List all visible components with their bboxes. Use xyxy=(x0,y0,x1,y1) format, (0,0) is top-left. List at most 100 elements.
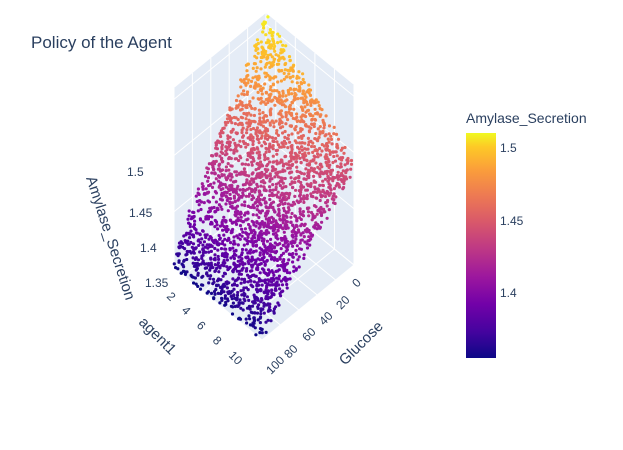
data-point xyxy=(205,291,209,295)
data-point xyxy=(252,321,256,325)
data-point xyxy=(180,262,184,266)
data-point xyxy=(273,287,278,291)
data-point xyxy=(251,139,255,143)
data-point xyxy=(227,281,231,285)
data-point xyxy=(324,153,328,157)
data-point xyxy=(298,207,302,211)
data-point xyxy=(321,179,325,183)
data-point xyxy=(179,240,183,244)
data-point xyxy=(238,224,243,228)
data-point xyxy=(232,220,236,224)
data-point xyxy=(255,56,259,60)
data-point xyxy=(204,187,208,191)
data-point xyxy=(291,255,295,259)
data-point xyxy=(303,222,307,226)
data-point xyxy=(211,154,215,158)
data-point xyxy=(246,217,250,221)
data-point xyxy=(276,175,280,179)
data-point xyxy=(258,197,262,202)
data-point xyxy=(266,162,270,166)
data-point xyxy=(281,221,285,225)
data-point xyxy=(310,118,314,122)
data-point xyxy=(319,170,323,174)
data-point xyxy=(247,261,251,266)
data-point xyxy=(257,130,261,134)
data-point xyxy=(234,143,238,147)
data-point xyxy=(205,271,209,275)
data-point xyxy=(332,187,336,191)
data-point xyxy=(305,246,310,250)
data-point xyxy=(288,87,292,91)
data-point xyxy=(262,153,267,157)
data-point xyxy=(315,111,319,115)
data-point xyxy=(185,231,189,235)
data-point xyxy=(251,285,255,289)
data-point xyxy=(279,290,284,294)
data-point xyxy=(298,170,302,174)
data-point xyxy=(248,151,252,156)
data-point xyxy=(282,103,286,107)
data-point xyxy=(339,178,343,182)
data-point xyxy=(250,304,255,308)
data-point xyxy=(231,305,235,309)
data-point xyxy=(252,249,256,254)
data-point xyxy=(324,114,328,118)
data-point xyxy=(203,266,207,270)
data-point xyxy=(244,231,248,235)
data-point xyxy=(282,77,286,81)
data-point xyxy=(266,15,270,19)
data-point xyxy=(245,105,249,110)
data-point xyxy=(238,139,242,143)
data-point xyxy=(234,222,239,226)
data-point xyxy=(266,282,270,286)
data-point xyxy=(321,131,325,135)
data-point xyxy=(316,152,320,156)
data-point xyxy=(245,158,249,162)
data-point xyxy=(287,163,291,167)
data-point xyxy=(334,132,339,136)
data-point xyxy=(311,114,315,118)
data-point xyxy=(278,95,282,99)
data-point xyxy=(224,228,228,232)
data-point xyxy=(236,94,240,98)
data-point xyxy=(200,254,204,258)
data-point xyxy=(272,125,276,129)
data-point xyxy=(295,218,299,222)
data-point xyxy=(268,185,272,189)
data-point xyxy=(315,227,319,231)
data-point xyxy=(280,141,284,145)
data-point xyxy=(230,312,235,316)
data-point xyxy=(196,187,200,191)
data-point xyxy=(195,199,199,204)
data-point xyxy=(273,210,277,214)
data-point xyxy=(264,169,268,174)
data-point xyxy=(223,120,227,125)
data-point xyxy=(257,97,261,101)
data-point xyxy=(260,283,264,287)
data-point xyxy=(241,188,245,192)
data-point xyxy=(244,145,248,149)
data-point xyxy=(276,32,280,36)
data-point xyxy=(276,170,280,174)
data-point xyxy=(290,80,294,84)
data-point xyxy=(266,137,270,141)
data-point xyxy=(309,182,313,186)
data-point xyxy=(283,176,287,181)
data-point xyxy=(322,210,326,214)
data-point xyxy=(251,151,255,155)
data-point xyxy=(271,188,275,192)
data-point xyxy=(317,104,321,108)
data-point xyxy=(279,193,283,197)
data-point xyxy=(349,167,353,171)
data-point xyxy=(232,235,236,239)
data-point xyxy=(190,245,194,249)
data-point xyxy=(274,53,278,57)
data-point xyxy=(303,105,307,109)
data-point xyxy=(313,155,317,159)
data-point xyxy=(239,211,243,215)
data-point xyxy=(231,301,235,305)
data-point xyxy=(314,131,318,136)
data-point xyxy=(266,157,270,161)
data-point xyxy=(203,174,208,178)
